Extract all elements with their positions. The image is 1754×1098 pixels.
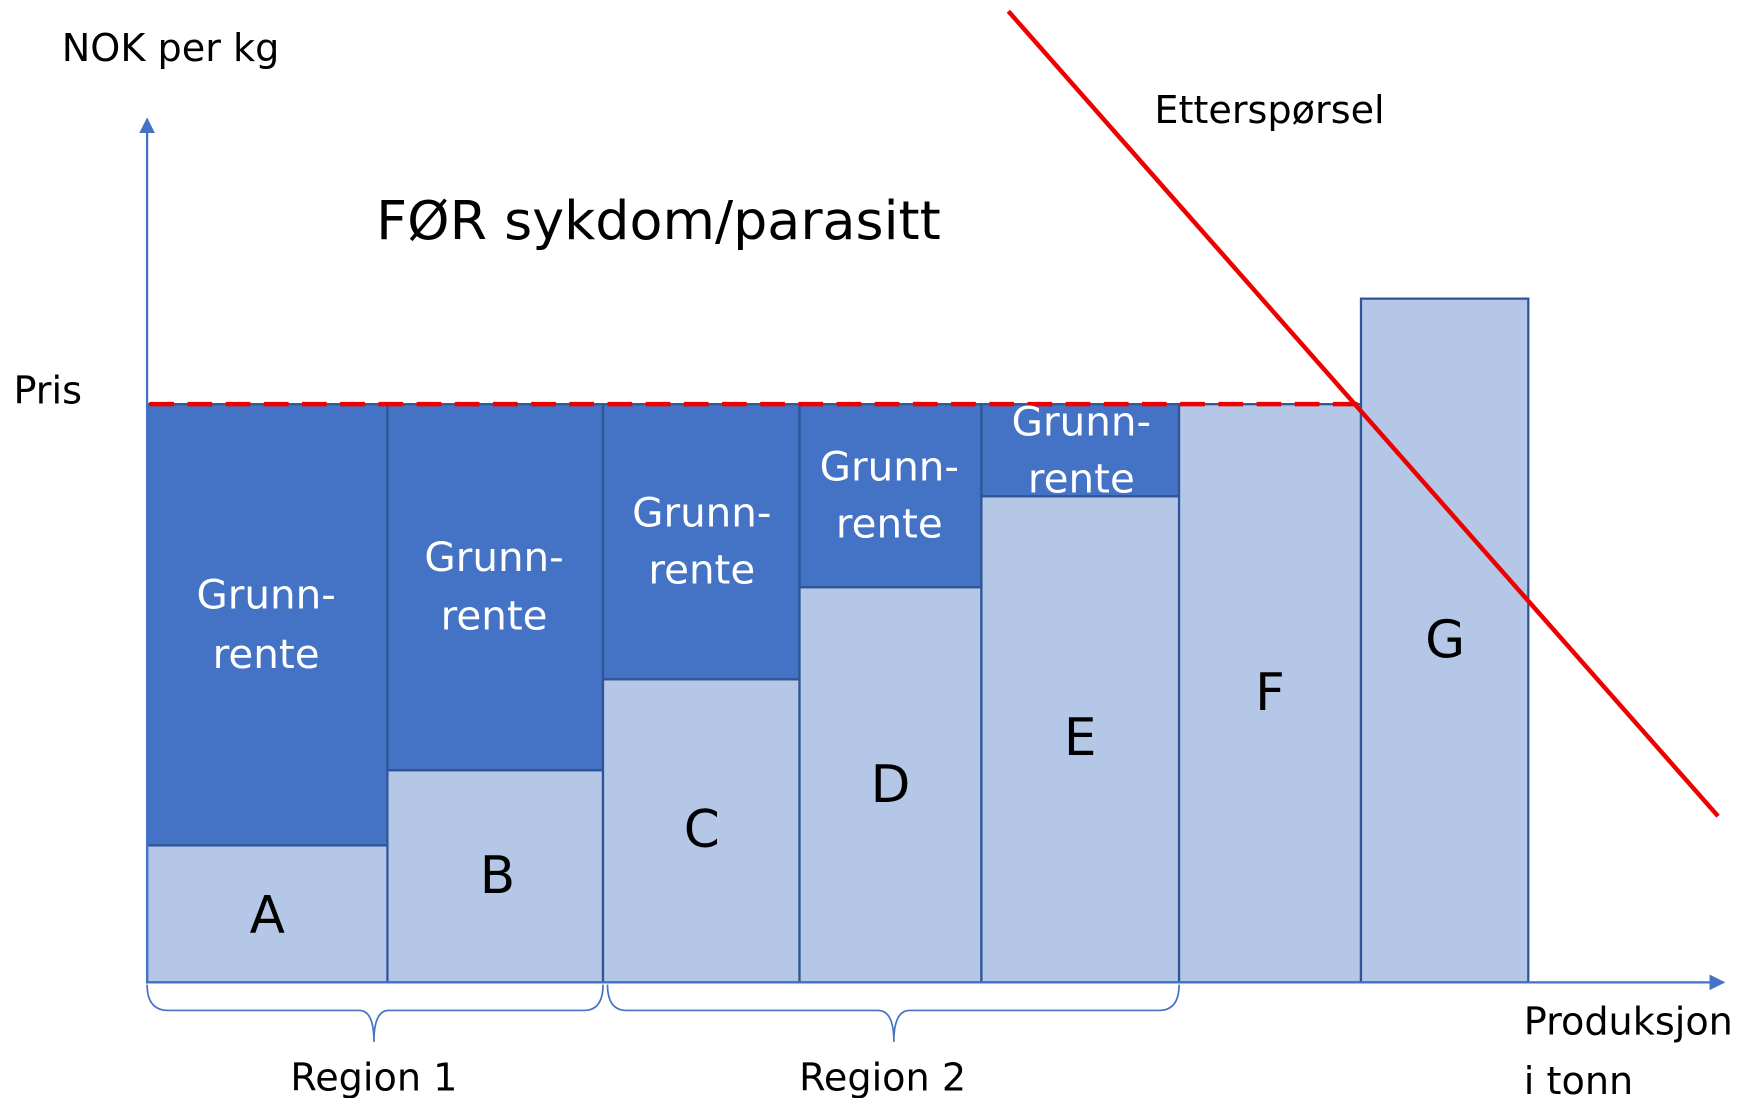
rent-label: Grunn- bbox=[196, 570, 335, 618]
demand-label: Etterspørsel bbox=[1154, 89, 1384, 133]
region-label: Region 1 bbox=[290, 1057, 457, 1098]
rent-label: Grunn- bbox=[424, 533, 563, 581]
producer-label: B bbox=[480, 846, 515, 906]
x-axis-label: Produksjon bbox=[1524, 1000, 1733, 1044]
rent-label: rente bbox=[1028, 455, 1135, 503]
region-brace bbox=[606, 984, 1180, 1042]
rent-block bbox=[145, 403, 391, 847]
producer-label: G bbox=[1425, 610, 1465, 670]
demand-curve bbox=[1006, 9, 1720, 818]
rent-label: rente bbox=[441, 592, 548, 640]
title: FØR sykdom/parasitt bbox=[376, 189, 941, 252]
rent-label: Grunn- bbox=[1012, 397, 1151, 445]
y-axis-label: NOK per kg bbox=[62, 27, 280, 71]
rent-label: rente bbox=[648, 546, 755, 594]
cost-block bbox=[1359, 297, 1530, 984]
cost-block bbox=[386, 769, 605, 984]
producer-label: A bbox=[250, 885, 285, 945]
cost-block bbox=[798, 586, 983, 984]
cost-block bbox=[145, 844, 391, 984]
producer-label: E bbox=[1064, 708, 1097, 768]
rent-label: Grunn- bbox=[820, 442, 959, 490]
rent-label: rente bbox=[836, 500, 943, 548]
rent-label: Grunn- bbox=[632, 488, 771, 536]
rent-block bbox=[386, 403, 605, 772]
price-label: Pris bbox=[13, 369, 82, 413]
producer-label: C bbox=[684, 800, 720, 860]
rent-label: rente bbox=[213, 630, 320, 678]
region-label: Region 2 bbox=[799, 1057, 966, 1098]
rent-block bbox=[601, 403, 801, 681]
producer-label: D bbox=[871, 755, 911, 815]
region-brace bbox=[146, 984, 604, 1042]
producer-label: F bbox=[1255, 663, 1285, 723]
cost-block bbox=[980, 495, 1181, 984]
x-axis-label: i tonn bbox=[1524, 1060, 1633, 1098]
rent-block bbox=[980, 403, 1181, 498]
rent-block bbox=[798, 403, 983, 589]
